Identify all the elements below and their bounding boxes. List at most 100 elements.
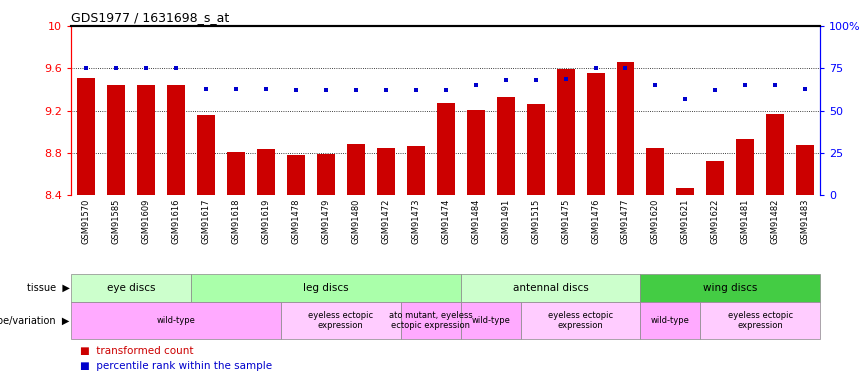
Point xyxy=(679,96,693,102)
Point xyxy=(708,87,722,93)
Text: GSM91475: GSM91475 xyxy=(561,199,570,244)
Bar xyxy=(347,144,365,195)
Bar xyxy=(641,302,700,339)
Text: ■  transformed count: ■ transformed count xyxy=(80,346,194,355)
Bar xyxy=(401,302,461,339)
Bar xyxy=(587,73,604,195)
Text: wild-type: wild-type xyxy=(471,316,510,325)
Bar xyxy=(736,139,754,195)
Point xyxy=(589,65,602,71)
Point xyxy=(409,87,423,93)
Text: tissue  ▶: tissue ▶ xyxy=(27,283,69,293)
Text: GSM91609: GSM91609 xyxy=(141,199,150,244)
Text: GSM91479: GSM91479 xyxy=(321,199,331,244)
Text: genotype/variation  ▶: genotype/variation ▶ xyxy=(0,316,69,326)
Bar xyxy=(707,161,725,195)
Bar xyxy=(796,146,814,195)
Bar xyxy=(191,274,461,302)
Bar xyxy=(71,302,281,339)
Bar xyxy=(461,274,641,302)
Point xyxy=(199,86,213,92)
Bar xyxy=(766,114,785,195)
Text: GSM91622: GSM91622 xyxy=(711,199,720,244)
Text: GSM91618: GSM91618 xyxy=(232,199,240,244)
Bar xyxy=(197,115,215,195)
Bar xyxy=(521,302,641,339)
Text: GDS1977 / 1631698_s_at: GDS1977 / 1631698_s_at xyxy=(71,11,229,24)
Text: wing discs: wing discs xyxy=(703,283,758,293)
Bar xyxy=(137,86,155,195)
Text: GSM91585: GSM91585 xyxy=(112,199,121,244)
Bar xyxy=(700,302,820,339)
Text: GSM91617: GSM91617 xyxy=(201,199,211,244)
Text: GSM91478: GSM91478 xyxy=(292,199,300,244)
Text: GSM91474: GSM91474 xyxy=(441,199,450,244)
Bar xyxy=(461,302,521,339)
Point xyxy=(139,65,153,71)
Text: eyeless ectopic
expression: eyeless ectopic expression xyxy=(548,311,613,330)
Bar xyxy=(407,147,424,195)
Text: GSM91491: GSM91491 xyxy=(501,199,510,244)
Bar xyxy=(377,147,395,195)
Point xyxy=(529,77,542,83)
Bar xyxy=(107,86,125,195)
Text: antennal discs: antennal discs xyxy=(513,283,589,293)
Text: GSM91477: GSM91477 xyxy=(621,199,630,244)
Point xyxy=(648,82,662,88)
Point xyxy=(229,86,243,92)
Point xyxy=(438,87,453,93)
Bar xyxy=(227,152,245,195)
Point xyxy=(349,87,363,93)
Point xyxy=(739,82,753,88)
Bar xyxy=(496,97,515,195)
Point xyxy=(169,65,183,71)
Text: leg discs: leg discs xyxy=(303,283,349,293)
Text: GSM91619: GSM91619 xyxy=(261,199,271,244)
Bar xyxy=(527,104,544,195)
Bar xyxy=(676,188,694,195)
Bar xyxy=(257,148,275,195)
Text: GSM91481: GSM91481 xyxy=(741,199,750,244)
Point xyxy=(79,65,93,71)
Text: GSM91484: GSM91484 xyxy=(471,199,480,244)
Point xyxy=(109,65,123,71)
Bar xyxy=(71,274,191,302)
Point xyxy=(619,65,633,71)
Point xyxy=(469,82,483,88)
Text: GSM91482: GSM91482 xyxy=(771,199,779,244)
Point xyxy=(378,87,392,93)
Point xyxy=(768,82,782,88)
Bar xyxy=(616,62,635,195)
Point xyxy=(559,76,573,82)
Point xyxy=(799,86,812,92)
Point xyxy=(289,87,303,93)
Bar xyxy=(287,155,305,195)
Bar xyxy=(556,69,575,195)
Text: GSM91480: GSM91480 xyxy=(352,199,360,244)
Text: ■  percentile rank within the sample: ■ percentile rank within the sample xyxy=(80,361,272,370)
Point xyxy=(499,77,513,83)
Text: GSM91621: GSM91621 xyxy=(681,199,690,244)
Text: eyeless ectopic
expression: eyeless ectopic expression xyxy=(308,311,373,330)
Text: wild-type: wild-type xyxy=(651,316,690,325)
Text: GSM91473: GSM91473 xyxy=(411,199,420,244)
Text: ato mutant, eyeless
ectopic expression: ato mutant, eyeless ectopic expression xyxy=(389,311,472,330)
Bar xyxy=(467,110,484,195)
Text: eye discs: eye discs xyxy=(107,283,155,293)
Text: GSM91483: GSM91483 xyxy=(801,199,810,244)
Bar xyxy=(281,302,401,339)
Point xyxy=(259,86,273,92)
Bar xyxy=(77,78,95,195)
Text: GSM91616: GSM91616 xyxy=(172,199,181,244)
Text: eyeless ectopic
expression: eyeless ectopic expression xyxy=(727,311,792,330)
Bar xyxy=(167,86,185,195)
Point xyxy=(319,87,332,93)
Text: GSM91570: GSM91570 xyxy=(82,199,90,244)
Text: GSM91476: GSM91476 xyxy=(591,199,600,244)
Bar xyxy=(641,274,820,302)
Text: GSM91515: GSM91515 xyxy=(531,199,540,244)
Bar xyxy=(647,147,664,195)
Bar xyxy=(317,154,335,195)
Text: GSM91620: GSM91620 xyxy=(651,199,660,244)
Text: GSM91472: GSM91472 xyxy=(381,199,391,244)
